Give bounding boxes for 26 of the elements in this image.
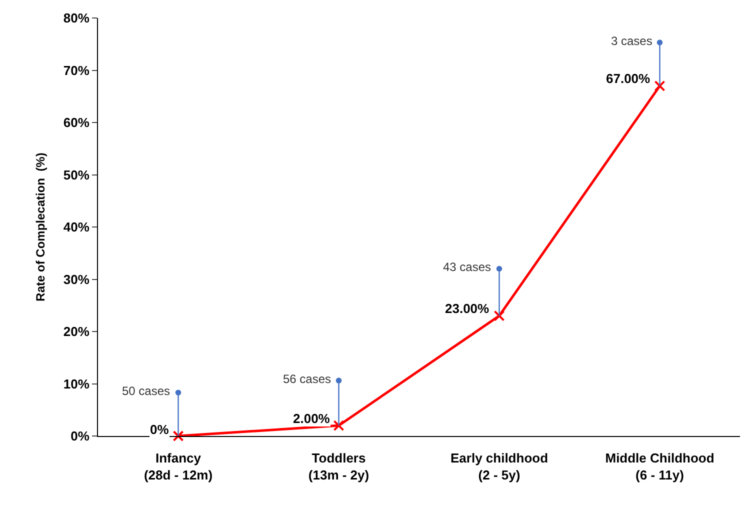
annotation: 3 cases (611, 34, 652, 48)
point (333, 420, 344, 432)
y-tick-label: 10% (63, 376, 90, 392)
y-tick-label: 60% (63, 115, 90, 130)
annotation: 50 cases (122, 384, 170, 398)
point (654, 80, 666, 92)
annotation: 43 cases (443, 260, 492, 274)
y-axis-title: Rate of Complecation (%) (34, 152, 48, 302)
y-tick-label: 80% (63, 10, 90, 26)
y-tick-label: 20% (63, 324, 90, 340)
x-tick-label: Infancy (28d - 12m) (144, 450, 213, 482)
data-label: 2.00% (293, 411, 330, 426)
y-tick-label: 0% (70, 428, 90, 444)
data-label: 67.00% (606, 71, 651, 86)
y-tick-label: 30% (63, 272, 90, 287)
y-tick-label: 40% (63, 220, 90, 235)
annotation: 56 cases (283, 372, 332, 386)
point (494, 310, 505, 322)
data-label: 23.00% (445, 301, 490, 316)
x-tick-label: Middle Childhood (6 - 11y) (605, 450, 714, 482)
point (172, 430, 184, 442)
x-tick-label: Early childhood (2 - 5y) (450, 450, 548, 482)
x-tick-label: Toddlers (13m - 2y) (308, 450, 370, 482)
data-label: 0% (150, 422, 170, 437)
y-tick-label: 50% (63, 167, 90, 182)
y-tick-label: 70% (63, 62, 90, 78)
